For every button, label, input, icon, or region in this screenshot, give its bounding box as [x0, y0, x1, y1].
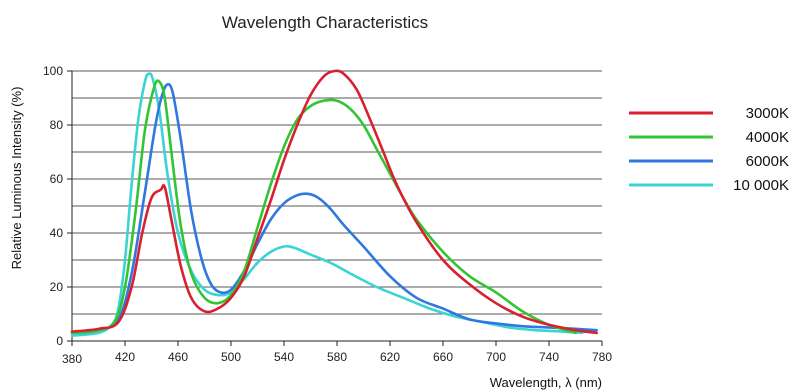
y-tick-label: 60: [50, 172, 64, 186]
axes: 0 20 40 60 80 100 380 420 460 500 540 580 620 660 700 7…: [43, 64, 612, 366]
x-tick-label: 780: [592, 350, 612, 364]
series-line-3000k: [70, 69, 598, 335]
x-tick-label: 700: [486, 350, 506, 364]
y-tick-label: 80: [50, 118, 64, 132]
grid-lines: [72, 70, 602, 315]
legend-label-4000k: 4000K: [746, 129, 789, 146]
x-tick-label: 460: [168, 350, 188, 364]
legend: 3000K 4000K 6000K 10 000K: [629, 105, 789, 194]
series-line-4000k: [70, 79, 577, 335]
legend-label-6000k: 6000K: [746, 153, 789, 170]
x-tick-label: 620: [380, 350, 400, 364]
x-axis-title: Wavelength, λ (nm): [490, 375, 602, 390]
series-lines: [70, 69, 598, 337]
x-tick-label: 660: [433, 350, 453, 364]
x-tick-label: 580: [327, 350, 347, 364]
x-tick-label: 740: [539, 350, 559, 364]
y-tick-label: 0: [56, 334, 63, 348]
y-tick-label: 100: [43, 64, 63, 78]
legend-label-10000k: 10 000K: [733, 177, 789, 194]
y-axis-title: Relative Luminous Intensity (%): [9, 87, 24, 270]
x-tick-label: 380: [62, 352, 82, 366]
series-line-6000k: [70, 83, 598, 335]
x-tick-label: 540: [274, 350, 294, 364]
y-tick-label: 20: [50, 280, 64, 294]
x-tick-label: 500: [221, 350, 241, 364]
chart-title: Wavelength Characteristics: [222, 13, 428, 32]
y-tick-label: 40: [50, 226, 64, 240]
legend-label-3000k: 3000K: [746, 105, 789, 122]
x-tick-label: 420: [115, 350, 135, 364]
